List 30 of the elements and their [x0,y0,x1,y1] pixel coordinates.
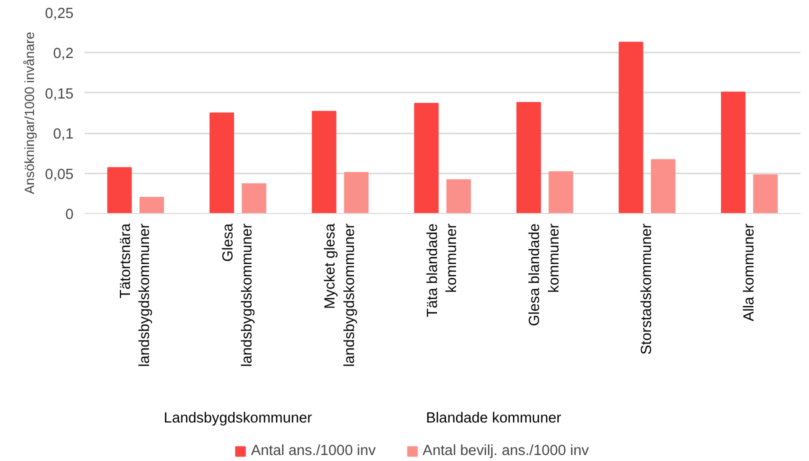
y-tick-label: 0,1 [53,126,74,143]
x-tick-label: Storstadskommuner [639,223,656,355]
bar [650,159,676,214]
x-tick-label: Täta blandade kommuner [424,223,460,318]
text: Blandade kommuner [426,410,562,426]
y-tick-label: 0,25 [44,6,74,22]
y-tick-label: 0,2 [53,46,74,62]
bar [516,102,541,214]
text: Landsbygdskommuner [164,410,312,426]
x-tick-label: Tätortsnära landsbygdskommuner [118,222,154,367]
x-tick-label: Glesa blandade kommuner [527,223,562,326]
bar [720,92,746,214]
bar [618,42,644,214]
bar [107,167,132,214]
y-tick-label: 0,05 [44,166,74,183]
y-axis-title: Ansökningar/1000 invånare [22,32,37,194]
legend-label: Antal ans./1000 inv [251,443,376,459]
bar [312,110,336,214]
y-tick-label: 0,15 [44,86,74,102]
bar [210,112,234,214]
bar [139,196,164,214]
bar [414,102,439,214]
bar [344,172,369,214]
legend-label: Antal bevilj. ans./1000 inv [422,443,589,459]
bar [753,174,778,214]
x-tick-label: Alla kommuner [741,223,758,322]
bar [242,183,266,214]
bar [548,171,574,214]
y-tick-label: 0 [65,207,74,223]
bar [446,179,471,214]
